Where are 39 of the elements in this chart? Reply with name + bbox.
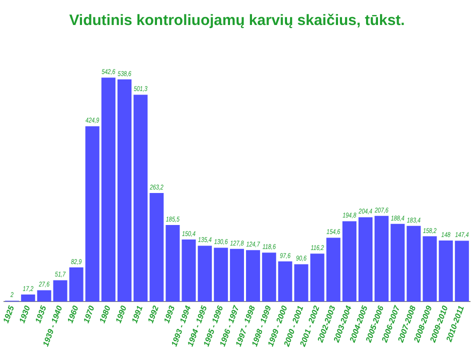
- x-tick-label: 1925: [1, 304, 16, 324]
- x-tick-label: 1930: [18, 304, 32, 324]
- x-tick-label: 1991: [130, 304, 145, 324]
- x-tick-label: 1960: [66, 304, 80, 324]
- bar: [53, 280, 68, 302]
- bar: [101, 78, 116, 302]
- bar: [358, 217, 373, 302]
- bar: [246, 250, 260, 302]
- x-tick-label: 1993: [162, 304, 177, 324]
- bar: [278, 261, 292, 302]
- bar: [262, 252, 276, 302]
- bar: [342, 221, 356, 302]
- bar: [69, 267, 84, 302]
- bar: [390, 224, 405, 302]
- bar: [117, 79, 132, 302]
- bar: [21, 294, 36, 302]
- bar: [85, 126, 100, 302]
- bar: [134, 94, 148, 302]
- bar: [166, 225, 180, 302]
- bar: [454, 240, 469, 302]
- bar: [294, 264, 308, 302]
- bar: [182, 240, 196, 302]
- bar: [214, 248, 228, 302]
- x-tick-label: 1992: [146, 304, 161, 324]
- bar: [406, 226, 421, 302]
- bar: [230, 248, 244, 302]
- bar: [310, 254, 324, 302]
- x-tick-label: 1990: [114, 304, 129, 324]
- chart-title: Vidutinis kontroliuojamų karvių skaičius, tūkst.: [69, 12, 405, 30]
- bar: [150, 192, 164, 302]
- bar: [198, 246, 212, 302]
- bar: [37, 290, 52, 302]
- x-tick-label: 1970: [82, 304, 97, 324]
- x-tick-label: 1980: [98, 304, 113, 324]
- bar: [374, 216, 389, 302]
- bar: [422, 236, 437, 302]
- bar: [438, 240, 453, 302]
- x-tick-label: 1935: [34, 304, 48, 324]
- bar: [326, 238, 340, 302]
